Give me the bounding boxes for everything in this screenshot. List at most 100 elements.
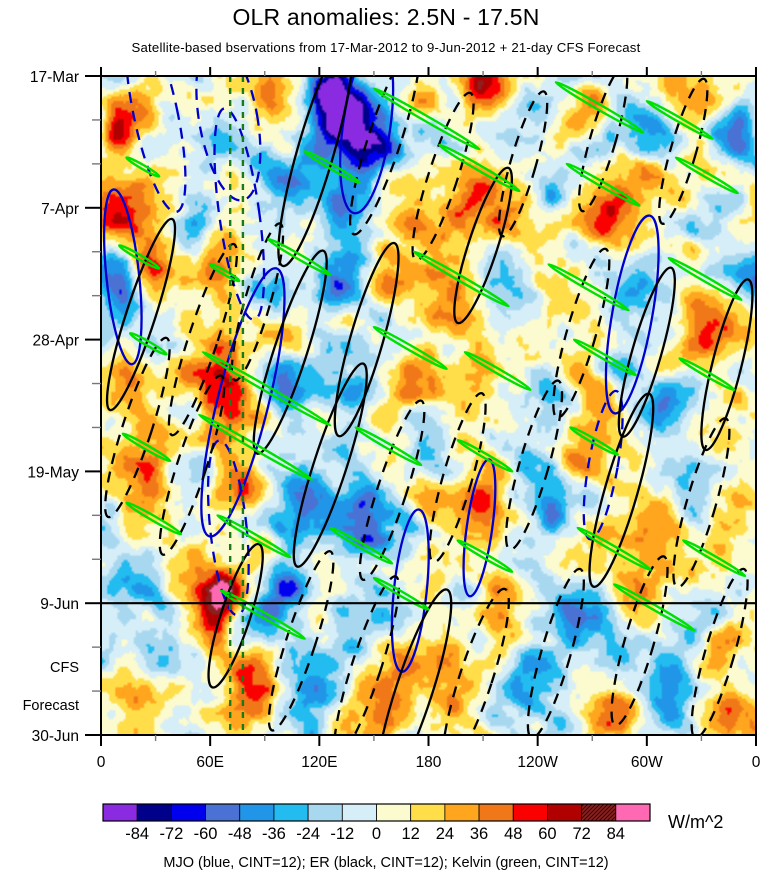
er-contour	[292, 362, 368, 568]
er-contour	[411, 91, 475, 262]
colorbar-tick-label: 0	[372, 825, 381, 843]
y-tick-label: 28-Apr	[32, 333, 79, 350]
mjo-contour	[206, 439, 250, 617]
y-tick-label: 30-Jun	[32, 728, 79, 745]
kelvin-contour	[576, 526, 652, 572]
er-contour	[657, 77, 709, 225]
colorbar-swatch	[170, 803, 206, 822]
er-contour	[453, 166, 513, 325]
kelvin-contour	[303, 149, 361, 185]
colorbar-tick-label: -84	[125, 825, 149, 843]
colorbar-swatch	[581, 803, 617, 822]
page-title: OLR anomalies: 2.5N - 17.5N	[232, 4, 540, 30]
er-contour	[690, 567, 749, 735]
er-contour	[104, 336, 171, 519]
er-contour	[700, 278, 754, 452]
y-tick-label: 17-Mar	[30, 69, 79, 86]
kelvin-contour	[125, 501, 183, 536]
er-contour	[504, 379, 564, 551]
kelvin-contour	[572, 338, 638, 377]
colorbar-tick-label: 24	[436, 825, 454, 843]
kelvin-contour	[645, 99, 714, 141]
kelvin-contour	[565, 162, 641, 208]
er-contour	[348, 76, 421, 236]
kelvin-contour	[547, 262, 630, 312]
x-tick-label: 120W	[517, 754, 558, 771]
er-contour	[207, 542, 264, 689]
kelvin-contour	[128, 331, 168, 356]
mjo-contour	[604, 214, 660, 415]
wave-legend: MJO (blue, CINT=12); ER (black, CINT=12)…	[163, 855, 609, 871]
wave-overlays	[102, 76, 754, 735]
kelvin-contour	[201, 350, 332, 427]
mjo-contour	[582, 389, 624, 541]
colorbar-swatch	[307, 803, 343, 822]
kelvin-contour	[267, 237, 332, 277]
colorbar-swatch	[239, 803, 275, 822]
colorbar-tick-label: 72	[572, 825, 590, 843]
colorbar-tick-label: 36	[470, 825, 488, 843]
colorbar-tick-label: -36	[262, 825, 286, 843]
x-tick-label: 0	[97, 754, 106, 771]
kelvin-contour	[463, 350, 532, 392]
er-contour	[277, 76, 355, 268]
kelvin-contour	[329, 526, 394, 565]
mjo-contour	[339, 76, 395, 215]
x-tick-label: 120E	[301, 754, 337, 771]
y-tick-label: 9-Jun	[40, 596, 79, 613]
kelvin-contour	[372, 576, 430, 611]
subtitle: Satellite-based bservations from 17-Mar-…	[131, 40, 641, 55]
y-tick-label: 7-Apr	[41, 201, 79, 218]
mjo-contour	[200, 267, 286, 538]
colorbar-swatch	[478, 803, 514, 822]
kelvin-contour	[208, 262, 241, 283]
colorbar-swatch	[547, 803, 583, 822]
colorbar-tick-label: -72	[159, 825, 183, 843]
kelvin-contour	[569, 426, 619, 456]
kelvin-contour	[674, 156, 740, 195]
kelvin-contour	[456, 438, 514, 473]
colorbar-tick-label: -12	[330, 825, 354, 843]
x-tick-label: 180	[416, 754, 442, 771]
kelvin-contour	[412, 250, 510, 308]
kelvin-contour	[125, 156, 161, 178]
colorbar-swatch	[376, 803, 412, 822]
colorbar-tick-label: 84	[607, 825, 625, 843]
colorbar-tick-label: -60	[194, 825, 218, 843]
er-contour	[610, 555, 669, 727]
x-tick-label: 0	[752, 754, 761, 771]
colorbar-swatch	[136, 803, 172, 822]
x-tick-label: 60W	[631, 754, 663, 771]
colorbar-swatch	[102, 803, 138, 822]
kelvin-contour	[456, 539, 514, 574]
colorbar-swatch	[444, 803, 480, 822]
kelvin-contour	[219, 589, 306, 641]
kelvin-contour	[438, 143, 521, 193]
er-contour	[358, 399, 426, 582]
colorbar-tick-label: -48	[228, 825, 252, 843]
colorbar-swatch	[615, 803, 651, 822]
colorbar-tick-label: 12	[402, 825, 420, 843]
er-contour	[158, 374, 226, 556]
kelvin-contour	[354, 426, 423, 467]
er-contour	[577, 76, 629, 213]
colorbar-tick-label: 48	[504, 825, 522, 843]
colorbar-swatch	[410, 803, 446, 822]
colorbar-swatch	[512, 803, 548, 822]
forecast-label-line1: CFS	[50, 660, 79, 676]
kelvin-contour	[612, 583, 696, 632]
colorbar-tick-label: 60	[538, 825, 556, 843]
mjo-contour	[195, 76, 262, 202]
er-contour	[526, 567, 585, 735]
mjo-contour	[124, 76, 187, 214]
er-contour	[552, 247, 611, 420]
colorbar-swatch	[341, 803, 377, 822]
colorbar-frame	[102, 803, 651, 822]
kelvin-contour	[198, 413, 314, 482]
er-contour	[333, 575, 401, 735]
kelvin-contour	[216, 514, 292, 559]
kelvin-contour	[678, 357, 736, 392]
kelvin-contour	[372, 87, 481, 151]
